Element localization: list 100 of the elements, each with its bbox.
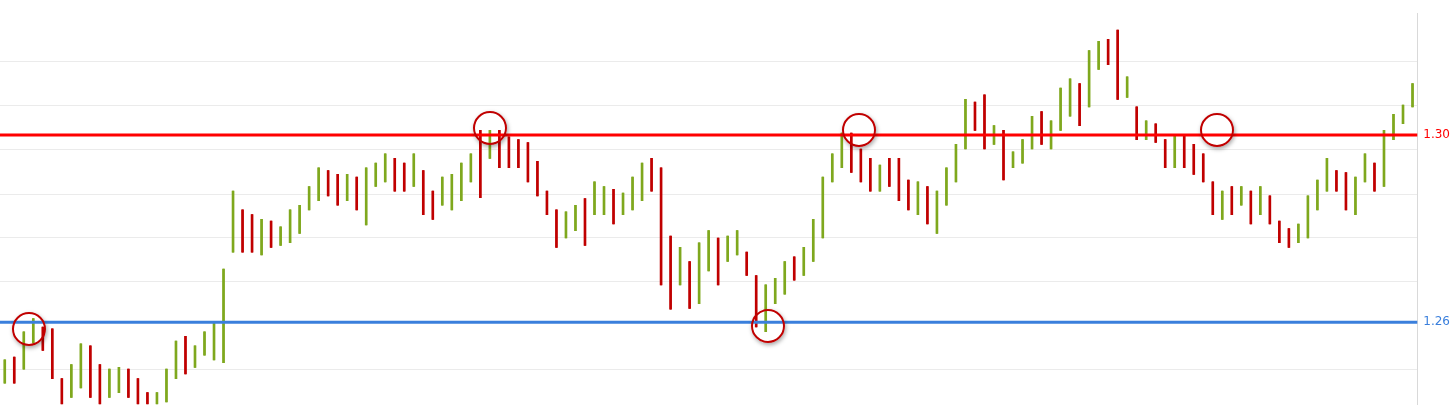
candlestick xyxy=(383,153,387,183)
candlestick xyxy=(60,378,64,405)
candlestick xyxy=(517,139,520,169)
candlestick xyxy=(688,261,691,309)
candlestick xyxy=(203,331,206,356)
candlestick xyxy=(136,378,140,405)
candlestick xyxy=(1239,186,1243,206)
candlestick xyxy=(1249,190,1253,225)
candlestick xyxy=(574,204,577,231)
y-tick-label: 1.26 xyxy=(1423,314,1450,329)
candlestick xyxy=(1354,176,1357,215)
candlestick xyxy=(1411,83,1414,108)
candlestick xyxy=(355,176,359,211)
candlestick xyxy=(22,331,26,370)
candlestick xyxy=(1344,172,1348,211)
candlestick xyxy=(431,190,435,220)
candlestick xyxy=(526,142,530,183)
candlestick xyxy=(659,167,663,286)
candlestick xyxy=(973,101,977,131)
candlestick xyxy=(460,162,463,201)
candlestick xyxy=(1373,162,1376,192)
candlestick xyxy=(612,189,615,225)
candlestick xyxy=(783,261,787,295)
candlestick xyxy=(498,129,501,169)
candlestick xyxy=(469,153,473,183)
candlestick xyxy=(479,129,482,199)
candlestick xyxy=(440,176,444,206)
candlestick xyxy=(307,186,311,211)
candlestick xyxy=(155,392,159,405)
candlestick xyxy=(1078,83,1081,126)
candlestick xyxy=(754,275,758,328)
candlestick xyxy=(269,220,273,248)
candlestick xyxy=(241,209,244,253)
candlestick xyxy=(1163,139,1167,169)
candlestick xyxy=(878,164,882,192)
candlestick xyxy=(1220,190,1224,220)
candlestick xyxy=(165,368,168,403)
candlestick xyxy=(12,356,16,384)
candlestick xyxy=(935,190,939,234)
candlestick xyxy=(193,345,197,368)
candlestick xyxy=(231,190,235,253)
candlestick xyxy=(888,158,891,187)
candlestick xyxy=(146,392,149,405)
candlestick xyxy=(773,278,777,304)
candlestick xyxy=(764,284,768,333)
candlestick xyxy=(1335,170,1338,192)
candlestick xyxy=(364,167,368,226)
candlestick xyxy=(650,158,653,192)
candlestick xyxy=(1259,186,1262,215)
candlestick xyxy=(631,176,634,211)
candlestick xyxy=(555,209,558,248)
candlestick xyxy=(1316,179,1319,211)
candlestick xyxy=(593,181,596,215)
candlestick xyxy=(374,162,378,187)
candlestick xyxy=(127,368,130,398)
candlestick xyxy=(1211,181,1215,215)
candlestick xyxy=(983,94,986,150)
candlestick xyxy=(1278,220,1281,244)
candlestick xyxy=(583,198,587,246)
candlestick xyxy=(393,158,397,192)
candlestick xyxy=(1230,186,1234,215)
candlestick xyxy=(716,237,720,286)
candlestick xyxy=(1116,29,1119,100)
candlestick xyxy=(89,345,92,398)
candlestick xyxy=(3,359,7,384)
candlestick xyxy=(1363,153,1367,183)
candlestick xyxy=(1059,87,1062,131)
candlestick xyxy=(250,214,254,253)
candlestick xyxy=(1182,134,1186,169)
candlestick xyxy=(1087,50,1091,108)
candlestick xyxy=(964,99,967,150)
candlestick xyxy=(1201,153,1205,183)
candlestick xyxy=(1002,129,1005,181)
candlestick xyxy=(412,153,416,187)
candlestick xyxy=(298,204,301,234)
candlestick xyxy=(421,170,425,215)
candlestick xyxy=(317,167,320,201)
candlestick xyxy=(669,235,672,310)
candlestick xyxy=(802,247,806,276)
candlestick xyxy=(1040,111,1043,145)
candlestick xyxy=(907,179,910,211)
candlestick xyxy=(70,364,73,398)
candlestick xyxy=(336,174,339,206)
candlestick xyxy=(792,256,796,281)
candlestick xyxy=(326,170,330,197)
candlestick xyxy=(50,328,54,379)
candlestick xyxy=(402,162,406,192)
candlestick xyxy=(1135,106,1139,140)
candlestick xyxy=(945,167,948,206)
candlestick xyxy=(926,186,929,225)
candlestick xyxy=(1021,139,1024,164)
candlestick xyxy=(1297,223,1300,244)
candlestick xyxy=(260,218,263,256)
candlestick xyxy=(1306,195,1310,239)
candlestick xyxy=(536,160,539,197)
candlestick xyxy=(345,174,349,201)
candlestick xyxy=(1192,144,1196,175)
candlestick xyxy=(726,235,729,262)
candlestick xyxy=(745,251,749,276)
candlestick xyxy=(1268,195,1272,225)
